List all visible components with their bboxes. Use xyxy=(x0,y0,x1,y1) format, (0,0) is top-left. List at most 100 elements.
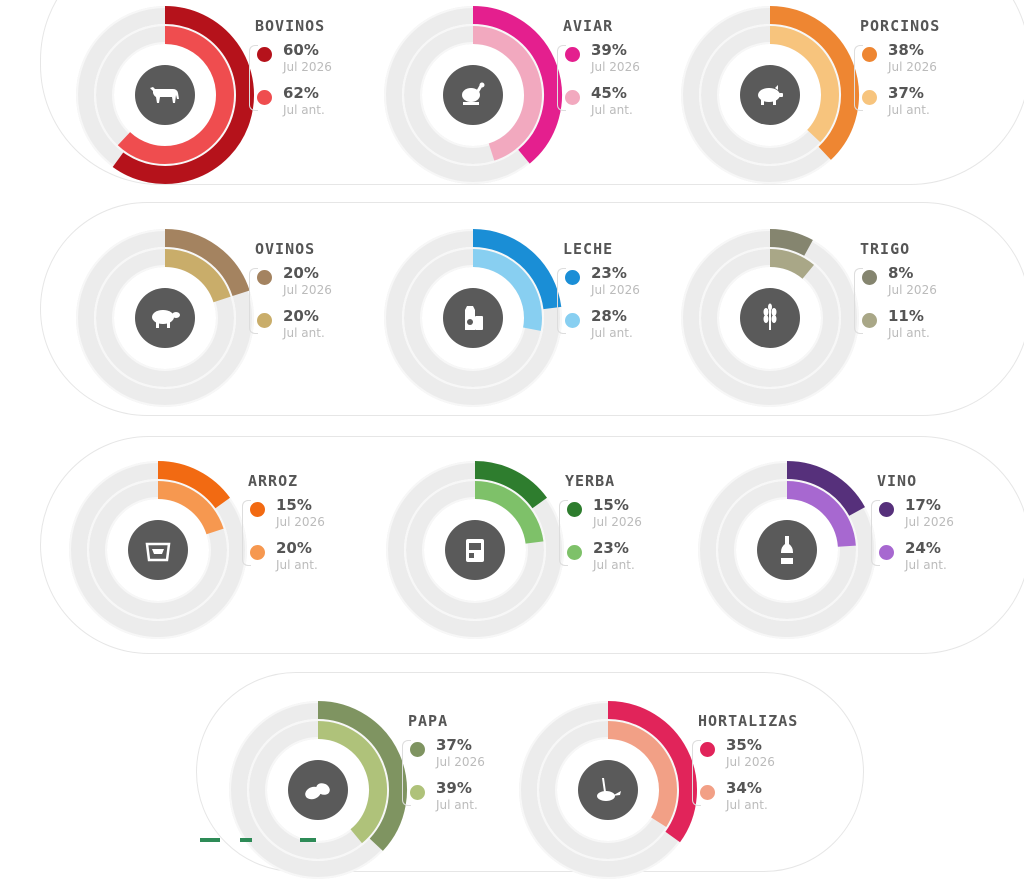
track-divider xyxy=(404,479,546,621)
legend-dot xyxy=(565,90,580,105)
legend-dot xyxy=(257,270,272,285)
legend-bracket xyxy=(249,45,258,111)
legend-dot xyxy=(700,785,715,800)
value-label: 23% xyxy=(591,264,627,282)
legend-row: 20% Jul ant. xyxy=(248,539,388,582)
legend-bracket xyxy=(854,268,863,334)
arc-aviar-current xyxy=(472,6,562,164)
vegetables-icon xyxy=(578,760,638,820)
value-label: 62% xyxy=(283,84,319,102)
arc-leche-current xyxy=(472,229,562,310)
chart-card-arroz: ARROZ 15% Jul 2026 20% Jul ant. xyxy=(68,460,388,640)
arc-bovinos-current xyxy=(112,6,254,184)
legend-row: 8% Jul 2026 xyxy=(860,264,1000,307)
legend-dot xyxy=(410,785,425,800)
value-label: 15% xyxy=(593,496,629,514)
period-label: Jul 2026 xyxy=(888,283,937,297)
legend-dot xyxy=(879,502,894,517)
legend-hortalizas: 35% Jul 2026 34% Jul ant. xyxy=(692,736,838,822)
legend-bracket xyxy=(559,500,568,566)
value-label: 17% xyxy=(905,496,941,514)
legend-trigo: 8% Jul 2026 11% Jul ant. xyxy=(854,264,1000,350)
label-bovinos: BOVINOS xyxy=(255,17,326,35)
chart-card-papa: PAPA 37% Jul 2026 39% Jul ant. xyxy=(228,700,548,880)
arc-ovinos-previous xyxy=(164,249,231,303)
value-label: 38% xyxy=(888,41,924,59)
legend-dot xyxy=(700,742,715,757)
legend-bracket xyxy=(557,45,566,111)
chicken-icon xyxy=(443,65,503,125)
legend-row: 28% Jul ant. xyxy=(563,307,703,350)
donut-trigo xyxy=(681,229,859,407)
legend-row: 38% Jul 2026 xyxy=(860,41,1000,84)
value-label: 24% xyxy=(905,539,941,557)
arc-arroz-previous xyxy=(157,481,224,535)
arc-papa-current xyxy=(317,701,407,851)
legend-bracket xyxy=(242,500,251,566)
arc-ovinos-current xyxy=(164,229,250,297)
legend-dot xyxy=(250,502,265,517)
track-divider xyxy=(94,24,236,166)
track-divider xyxy=(69,461,247,639)
legend-porcinos: 38% Jul 2026 37% Jul ant. xyxy=(854,41,1000,127)
legend-row: 15% Jul 2026 xyxy=(248,496,388,539)
track-divider xyxy=(94,247,236,389)
legend-row: 39% Jul 2026 xyxy=(563,41,703,84)
label-vino: VINO xyxy=(877,472,918,490)
period-label: Jul ant. xyxy=(276,558,318,572)
arc-trigo-previous xyxy=(769,249,814,279)
legend-ovinos: 20% Jul 2026 20% Jul ant. xyxy=(249,264,395,350)
period-label: Jul ant. xyxy=(726,798,768,812)
legend-dot xyxy=(250,545,265,560)
arc-trigo-current xyxy=(769,229,813,256)
legend-dot xyxy=(565,270,580,285)
legend-bracket xyxy=(557,268,566,334)
period-label: Jul ant. xyxy=(591,326,633,340)
milk-icon xyxy=(443,288,503,348)
legend-row: 35% Jul 2026 xyxy=(698,736,838,779)
period-label: Jul 2026 xyxy=(283,60,332,74)
label-yerba: YERBA xyxy=(565,472,616,490)
legend-row: 45% Jul ant. xyxy=(563,84,703,127)
arc-arroz-current xyxy=(157,461,230,509)
value-label: 35% xyxy=(726,736,762,754)
row-band-3 xyxy=(40,436,1024,654)
chart-card-trigo: TRIGO 8% Jul 2026 11% Jul ant. xyxy=(680,228,1000,408)
label-hortalizas: HORTALIZAS xyxy=(698,712,799,730)
donut-vino xyxy=(698,461,876,639)
label-ovinos: OVINOS xyxy=(255,240,316,258)
period-label: Jul ant. xyxy=(283,326,325,340)
period-label: Jul 2026 xyxy=(591,283,640,297)
chart-card-hortalizas: HORTALIZAS 35% Jul 2026 34% Jul ant. xyxy=(518,700,838,880)
legend-dot xyxy=(862,270,877,285)
arc-porcinos-current xyxy=(769,6,859,160)
legend-bracket xyxy=(402,740,411,806)
legend-dot xyxy=(862,90,877,105)
period-label: Jul ant. xyxy=(888,103,930,117)
legend-vino: 17% Jul 2026 24% Jul ant. xyxy=(871,496,1017,582)
legend-dot xyxy=(257,313,272,328)
legend-row: 24% Jul ant. xyxy=(877,539,1017,582)
legend-row: 37% Jul ant. xyxy=(860,84,1000,127)
donut-aviar xyxy=(384,6,562,184)
legend-arroz: 15% Jul 2026 20% Jul ant. xyxy=(242,496,388,582)
track-divider xyxy=(386,461,564,639)
value-label: 37% xyxy=(436,736,472,754)
legend-dot xyxy=(257,47,272,62)
track-divider xyxy=(402,24,544,166)
legend-bracket xyxy=(249,268,258,334)
value-label: 8% xyxy=(888,264,914,282)
pig-icon xyxy=(740,65,800,125)
track-divider xyxy=(698,461,876,639)
value-label: 45% xyxy=(591,84,627,102)
legend-row: 11% Jul ant. xyxy=(860,307,1000,350)
track-divider xyxy=(681,229,859,407)
legend-row: 17% Jul 2026 xyxy=(877,496,1017,539)
chart-card-porcinos: PORCINOS 38% Jul 2026 37% Jul ant. xyxy=(680,5,1000,185)
track-divider xyxy=(76,229,254,407)
arc-leche-previous xyxy=(472,249,542,331)
legend-dot xyxy=(565,47,580,62)
track-divider xyxy=(422,497,528,603)
legend-papa: 37% Jul 2026 39% Jul ant. xyxy=(402,736,548,822)
label-porcinos: PORCINOS xyxy=(860,17,941,35)
